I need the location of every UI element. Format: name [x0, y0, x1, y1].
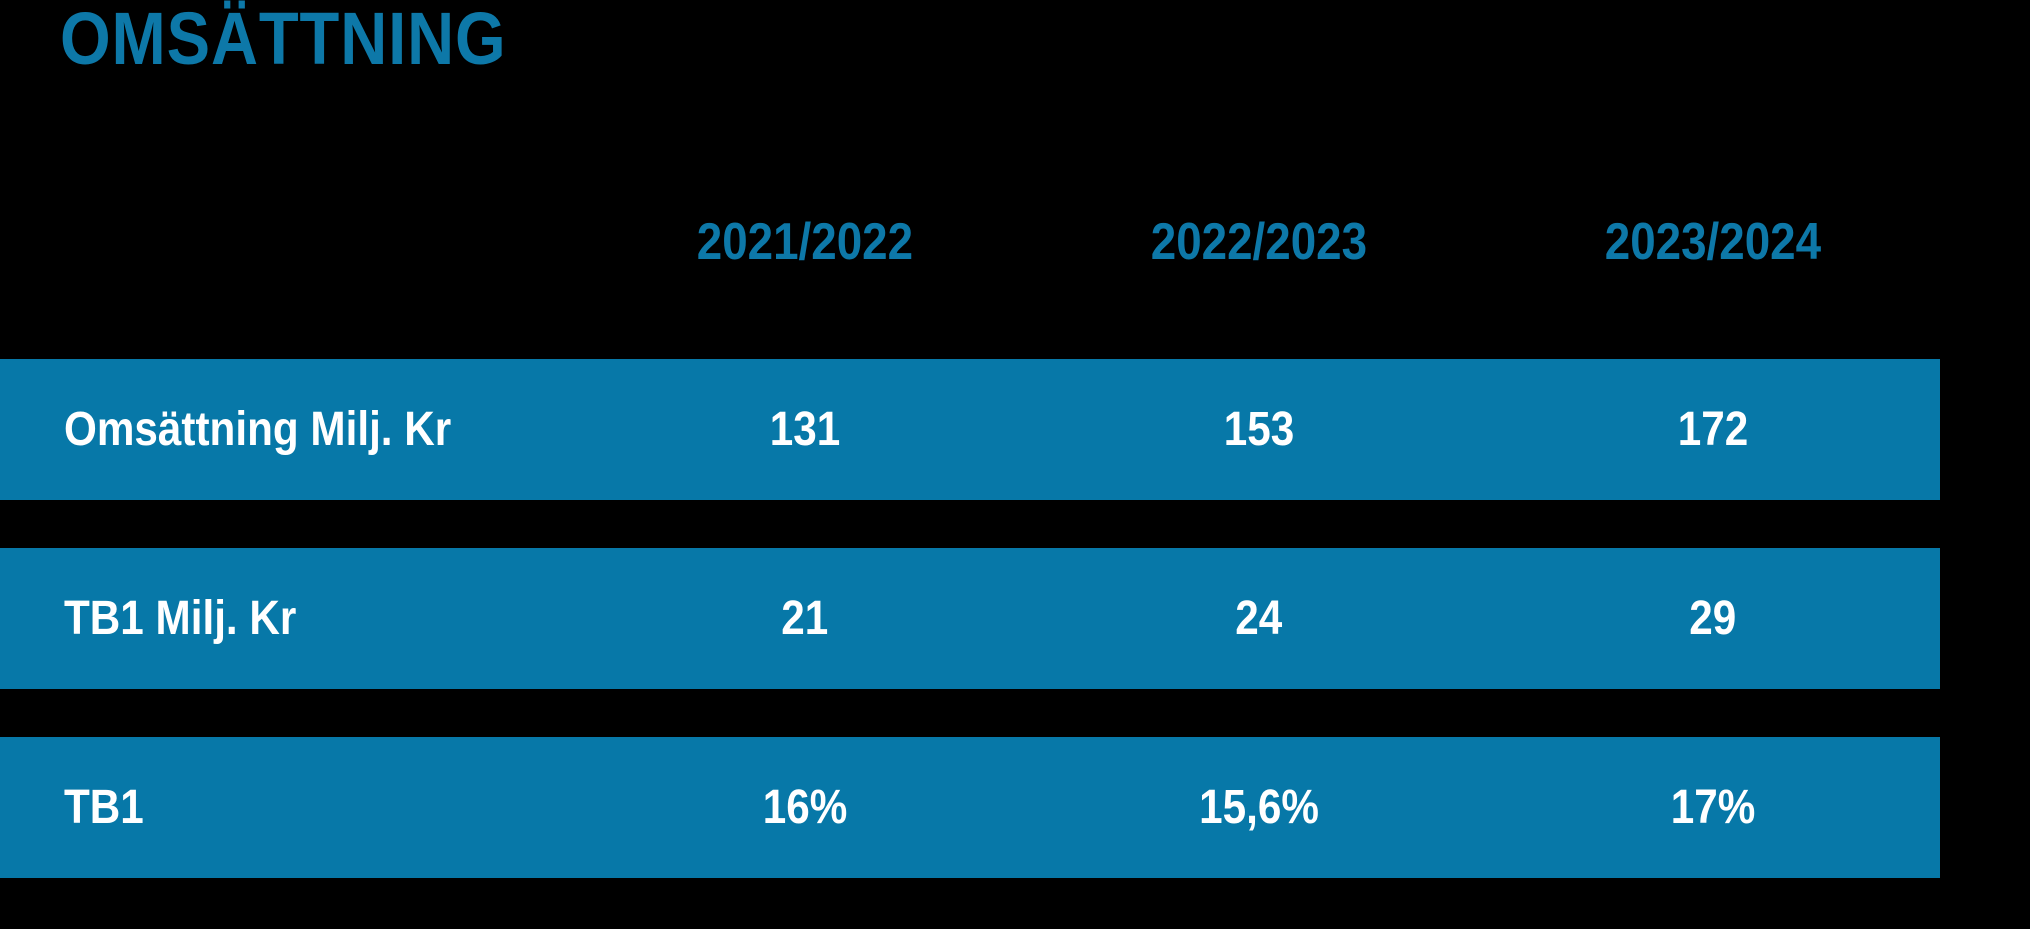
- cell-value: 29: [1689, 592, 1737, 645]
- table-row-omsattning: Omsättning Milj. Kr 131 153 172: [0, 359, 1940, 500]
- table-row-tb1-milj: TB1 Milj. Kr 21 24 29: [0, 548, 1940, 689]
- row-label: TB1 Milj. Kr: [64, 592, 297, 645]
- page-title-text: OMSÄTTNING: [60, 0, 507, 80]
- cell-value: 15,6%: [1199, 781, 1319, 834]
- column-header-2021-2022: 2021/2022: [696, 213, 914, 271]
- cell-value: 16%: [762, 781, 848, 834]
- column-header-2023-2024: 2023/2024: [1604, 213, 1822, 271]
- header-spacer: [0, 196, 578, 288]
- page-title: OMSÄTTNING: [60, 2, 567, 76]
- row-label: Omsättning Milj. Kr: [64, 403, 452, 456]
- table-header-row: 2021/2022 2022/2023 2023/2024: [0, 196, 1940, 288]
- cell-value: 153: [1223, 403, 1295, 456]
- cell-value: 24: [1235, 592, 1283, 645]
- column-header-2022-2023: 2022/2023: [1150, 213, 1368, 271]
- cell-value: 17%: [1670, 781, 1756, 834]
- row-label: TB1: [64, 781, 144, 834]
- cell-value: 131: [769, 403, 841, 456]
- table-row-tb1-percent: TB1 16% 15,6% 17%: [0, 737, 1940, 878]
- cell-value: 172: [1677, 403, 1749, 456]
- cell-value: 21: [781, 592, 829, 645]
